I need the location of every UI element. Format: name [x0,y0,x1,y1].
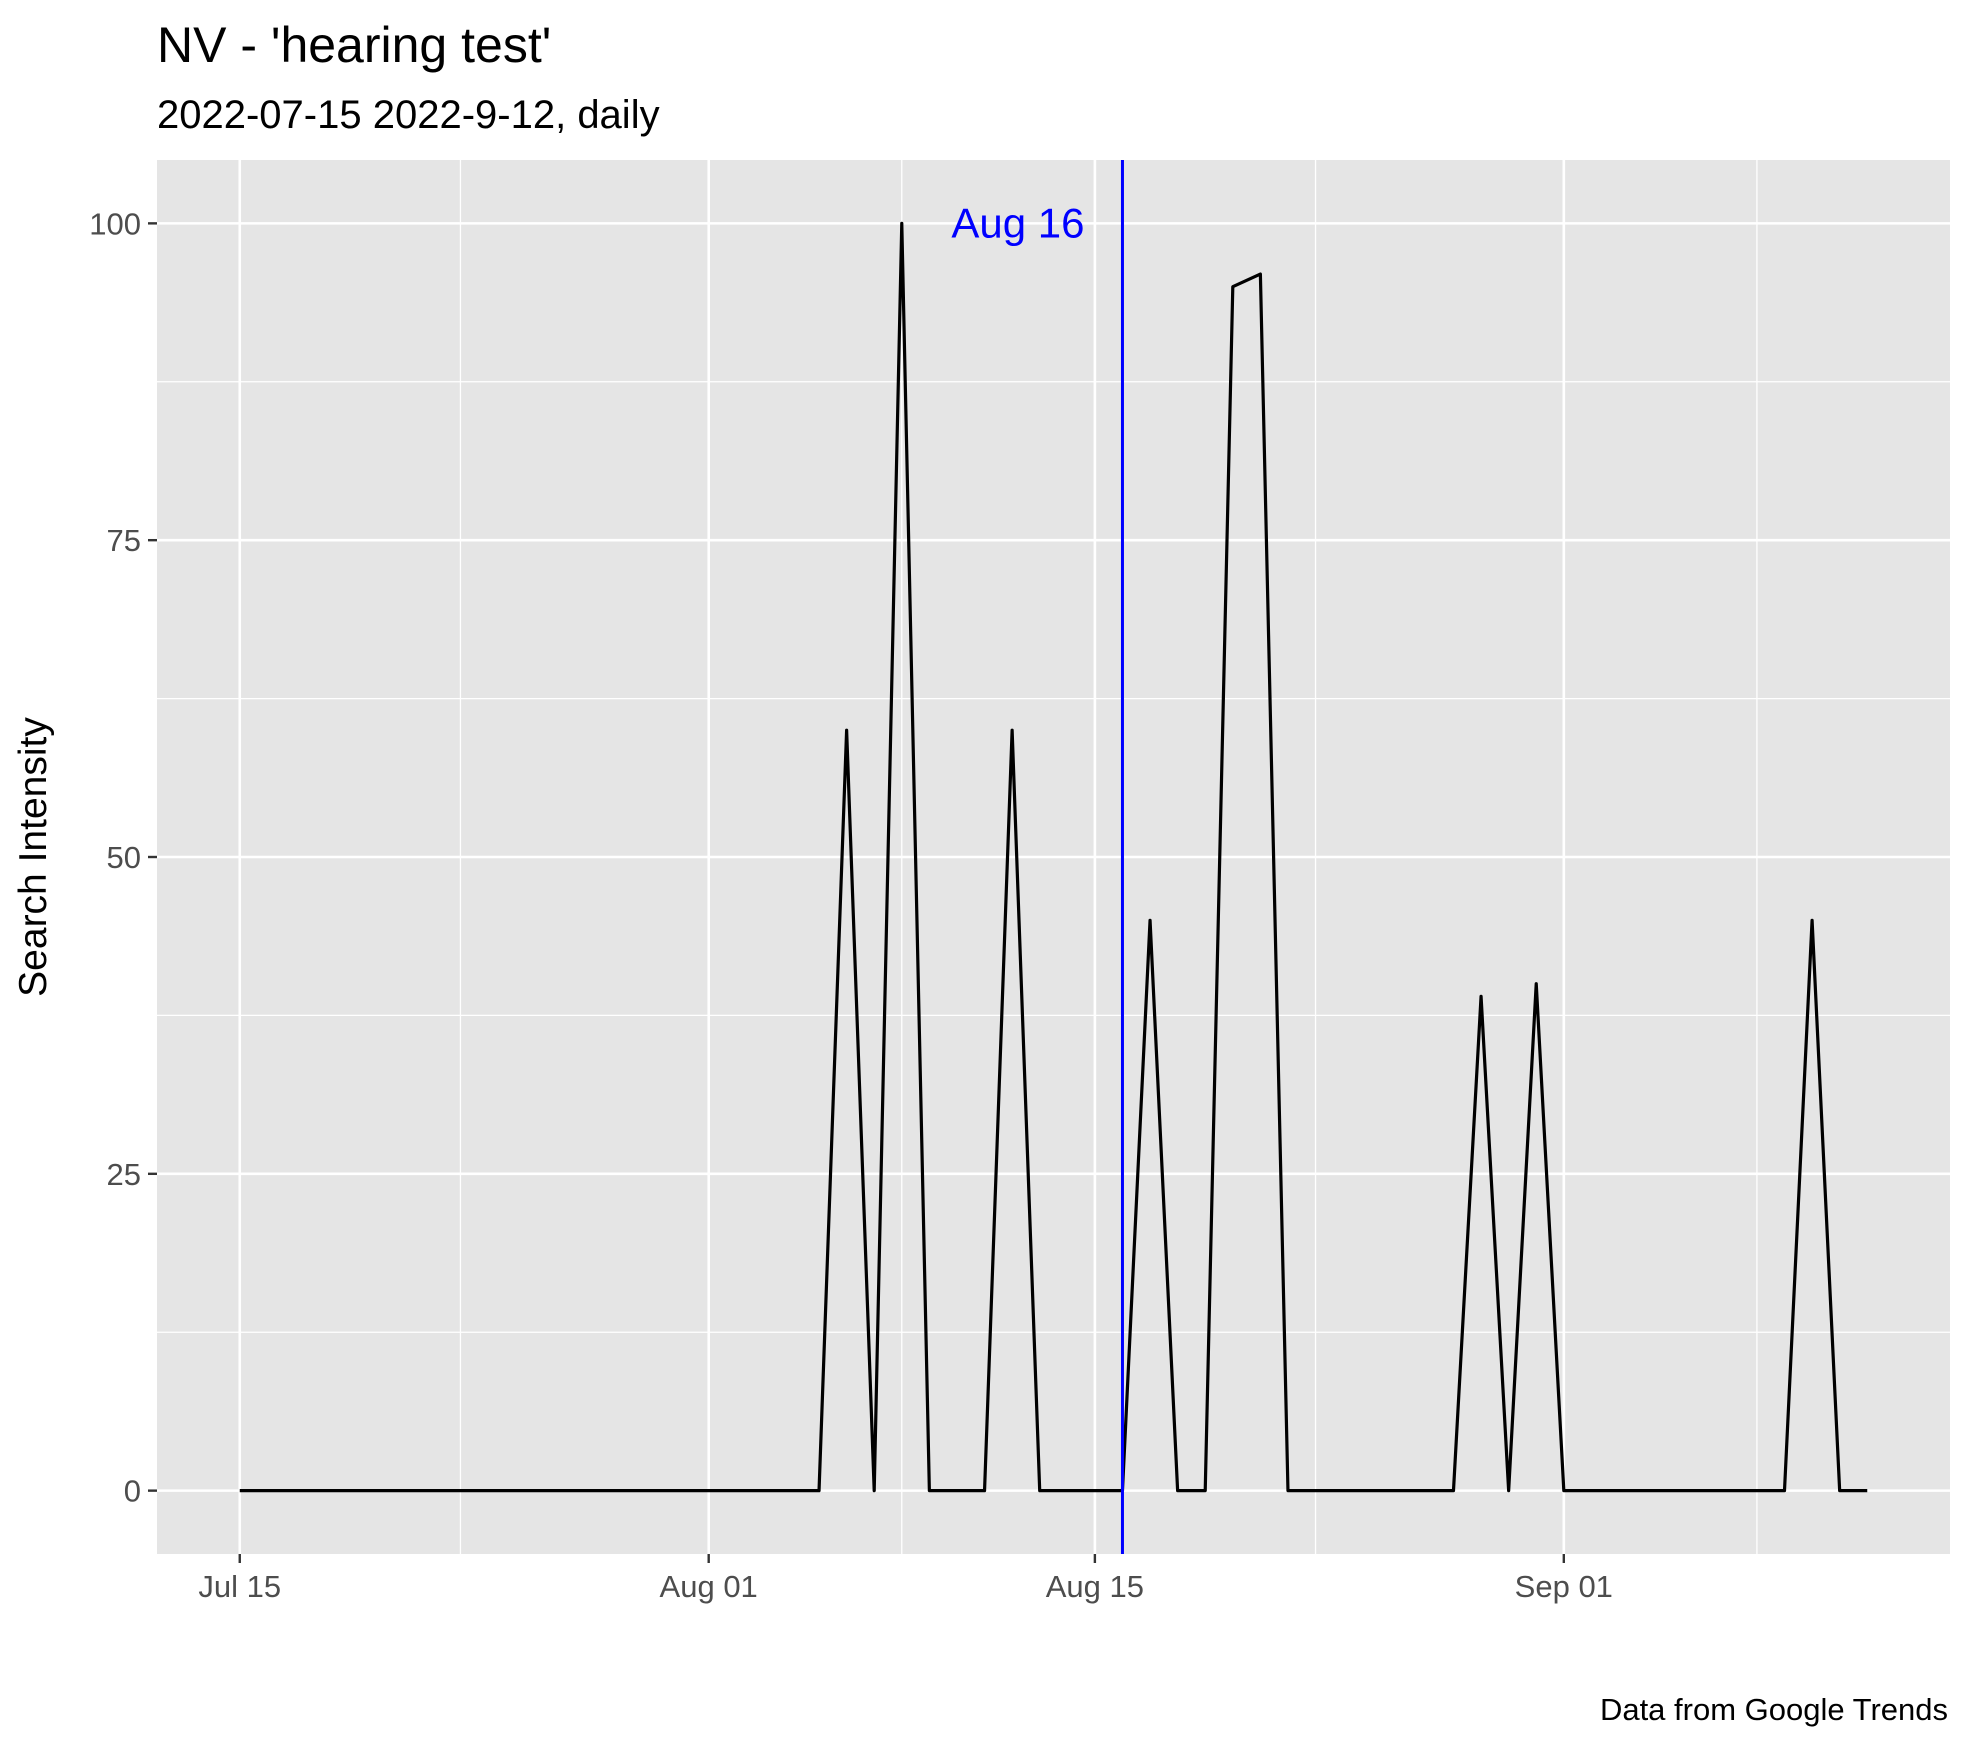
annotation-label: Aug 16 [951,199,1084,246]
y-tick-label: 100 [89,206,141,241]
series-line [239,221,1868,1493]
chart-caption: Data from Google Trends [1600,1692,1948,1727]
series-layer [239,221,1868,1493]
x-tick-label: Jul 15 [198,1569,281,1604]
x-tick-label: Sep 01 [1515,1569,1613,1604]
y-tick-label: 0 [124,1474,141,1509]
vline-layer: Aug 16 [951,160,1124,1554]
axes-layer: 0 25 50 75 100 Jul 15 Aug 01 Aug 15 Sep 01 [89,206,1613,1604]
chart-title: NV - 'hearing test' [157,17,551,73]
x-tick-label: Aug 01 [660,1569,758,1604]
y-tick-label: 25 [107,1157,141,1192]
chart-subtitle: 2022-07-15 2022-9-12, daily [157,93,660,137]
x-tick-label: Aug 15 [1046,1569,1144,1604]
y-tick-label: 50 [107,840,141,875]
y-axis-title: Search Intensity [12,717,55,997]
y-tick-label: 75 [107,523,141,558]
